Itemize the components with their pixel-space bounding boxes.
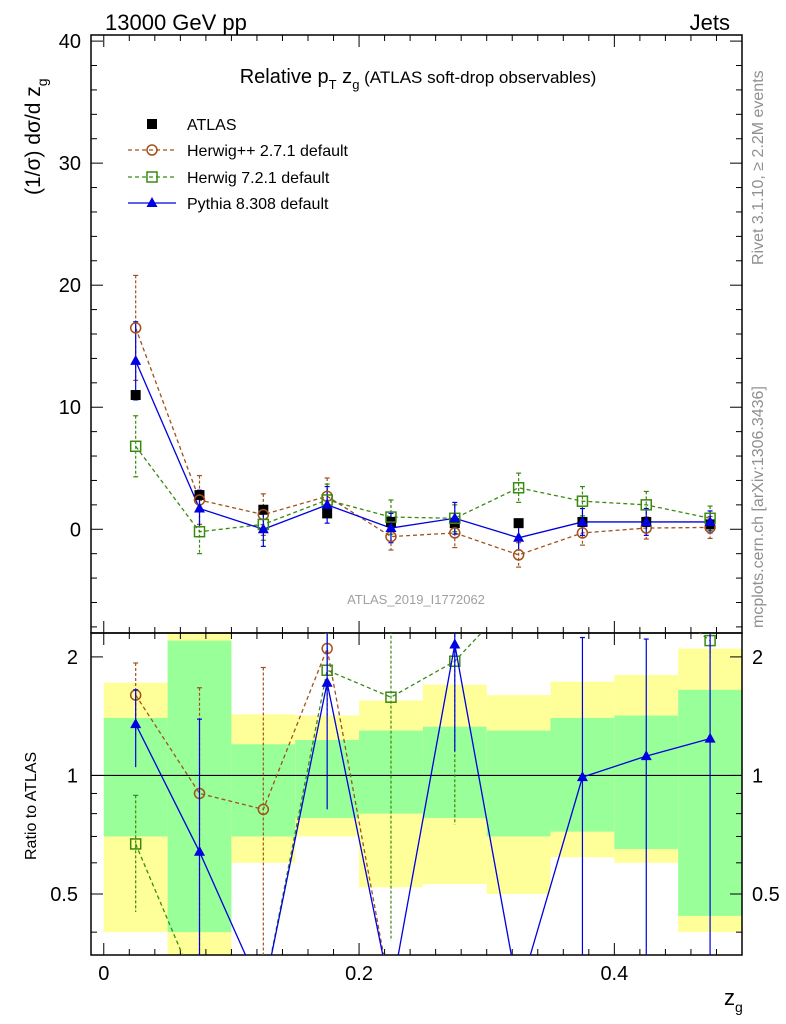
main-point-0-6 [513, 518, 524, 529]
y-tick-label-ratio-left-1: 1 [67, 765, 78, 787]
y-tick-label-main-3: 30 [59, 153, 81, 175]
legend-label-2: Herwig 7.2.1 default [187, 170, 330, 187]
main-point-1-6 [512, 549, 525, 561]
legend-label-0: ATLAS [187, 117, 237, 134]
y-axis-label-main: (1/σ) dσ/d zg [22, 78, 50, 195]
y-tick-label-ratio-right-0: 0.5 [752, 884, 780, 906]
y-axis-label-ratio: Ratio to ATLAS [23, 752, 40, 860]
rivet-version-label: Rivet 3.1.10, ≥ 2.2M events [750, 70, 767, 265]
x-axis-label: zg [724, 985, 743, 1015]
main-point-3-9 [704, 515, 716, 526]
x-tick-label-0: 0 [98, 963, 109, 985]
ratio-line-1 [135, 646, 385, 955]
main-point-3-0 [130, 354, 142, 365]
ratio-point-1-2 [257, 803, 270, 816]
main-point-2-7 [576, 495, 589, 507]
ratio-point-3-7 [576, 771, 588, 782]
main-point-0-0 [130, 390, 141, 401]
main-point-3-7 [576, 515, 588, 526]
mcplots-label: mcplots.cern.ch [arXiv:1306.3436] [750, 386, 767, 628]
analysis-label: ATLAS_2019_I1772062 [347, 592, 485, 607]
ratio-line-3 [135, 644, 711, 955]
header-left: 13000 GeV pp [105, 10, 247, 35]
y-tick-label-ratio-left-0: 0.5 [50, 884, 78, 906]
y-tick-label-main-0: 0 [70, 519, 81, 541]
main-point-3-8 [640, 515, 652, 526]
legend-marker-2 [146, 171, 158, 183]
main-point-0-3 [322, 508, 333, 519]
main-point-2-8 [640, 499, 653, 511]
ratio-point-3-0 [130, 718, 142, 729]
y-tick-label-main-1: 10 [59, 397, 81, 419]
x-tick-label-2: 0.4 [600, 963, 628, 985]
ratio-series-layer [129, 633, 716, 955]
legend-label-1: Herwig++ 2.7.1 default [187, 143, 349, 160]
legend-label-3: Pythia 8.308 default [187, 196, 329, 213]
ratio-point-2-0 [129, 838, 142, 850]
legend: ATLAS Herwig++ 2.7.1 default Herwig 7.2.1 … [128, 117, 349, 213]
main-point-2-1 [193, 525, 206, 538]
ratio-point-3-9 [704, 732, 716, 743]
main-point-3-6 [513, 531, 525, 542]
main-point-3-4 [385, 522, 397, 533]
main-point-3-5 [449, 512, 461, 523]
main-point-3-3 [321, 498, 333, 509]
main-point-1-7 [576, 527, 589, 539]
y-tick-label-ratio-right-2: 2 [752, 647, 763, 669]
ratio-point-2-4 [385, 691, 397, 703]
main-line-1 [135, 327, 711, 556]
ratio-point-3-8 [640, 750, 652, 761]
axis-ticks: 0 0.2 0.4 0 10 20 30 40 0.5 0.5 1 1 2 2 [50, 31, 780, 985]
y-tick-label-main-4: 40 [59, 31, 81, 53]
legend-marker-1 [146, 144, 158, 156]
ratio-point-3-5 [449, 638, 461, 649]
legend-marker-0 [147, 119, 157, 129]
main-point-2-6 [512, 482, 525, 494]
y-tick-label-ratio-right-1: 1 [752, 765, 763, 787]
ratio-band-inner-6 [486, 730, 551, 837]
main-point-3-2 [257, 523, 269, 534]
main-point-2-0 [129, 440, 142, 453]
ratio-point-3-3 [321, 676, 333, 687]
y-tick-label-main-2: 20 [59, 275, 81, 297]
legend-marker-3 [146, 197, 158, 207]
y-tick-label-ratio-left-2: 2 [67, 647, 78, 669]
x-tick-label-1: 0.2 [345, 963, 373, 985]
chart-title: Relative pT zg (ATLAS soft-drop observab… [240, 66, 597, 92]
main-point-1-0 [129, 322, 142, 334]
main-series-layer [129, 274, 716, 568]
main-line-3 [135, 360, 711, 539]
main-point-1-5 [449, 527, 461, 539]
header-right: Jets [690, 10, 730, 35]
ratio-point-3-1 [194, 845, 205, 856]
main-point-3-1 [194, 502, 205, 513]
main-line-2 [135, 445, 711, 533]
ratio-uncertainty-bands [91, 633, 742, 955]
ratio-plot-frame [90, 632, 743, 956]
